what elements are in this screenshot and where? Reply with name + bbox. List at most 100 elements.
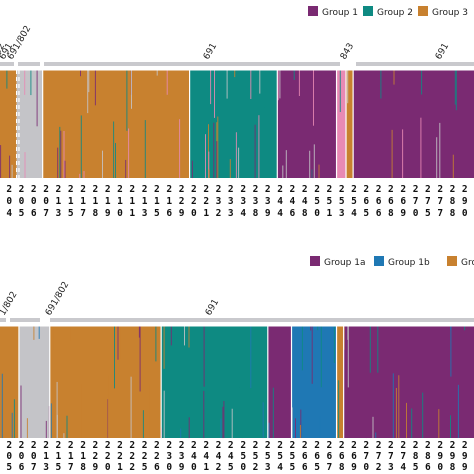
block-0 (0, 326, 19, 438)
block-4 (267, 326, 292, 438)
sample-streak (198, 426, 200, 439)
sample-streak (392, 373, 394, 438)
sample-streak (338, 380, 340, 438)
tick-label: 5 (425, 208, 431, 219)
sample-streak (254, 124, 256, 178)
sample-streak (372, 416, 374, 439)
tick-label: 0 (462, 208, 468, 219)
sample-streak (198, 141, 200, 179)
tick-label: 5 (327, 196, 333, 207)
tick-label: 2 (240, 440, 246, 451)
tick-label: 2 (129, 462, 135, 473)
tick-label: 3 (43, 462, 49, 473)
sample-streak (180, 428, 182, 439)
sample-streak (208, 124, 209, 178)
sample-streak (301, 326, 303, 371)
sample-streak (422, 392, 424, 439)
block-8 (353, 70, 474, 178)
legend-swatch-1 (374, 256, 384, 266)
tick-label: 1 (154, 196, 160, 207)
sample-streak (398, 375, 400, 439)
sample-streak (420, 117, 422, 178)
tick-label: 1 (56, 451, 62, 462)
tick-label: 2 (450, 440, 456, 451)
sample-streak (219, 164, 221, 178)
sample-streak (254, 70, 256, 91)
tick-label: 3 (388, 462, 394, 473)
legend-swatch-0 (310, 256, 320, 266)
tick-label: 1 (80, 451, 86, 462)
legend-label-1: Group 2 (377, 8, 413, 18)
tick-label: 1 (129, 208, 135, 219)
tick-label: 4 (351, 208, 357, 219)
tick-label: 5 (253, 451, 259, 462)
sample-streak (205, 134, 206, 178)
sample-streak (408, 326, 410, 366)
sample-streak (142, 410, 144, 439)
tick-label: 2 (339, 440, 345, 451)
sample-streak (66, 415, 68, 439)
tick-label: 6 (376, 196, 382, 207)
tick-label: 2 (6, 440, 12, 451)
sample-streak (393, 70, 395, 85)
sample-streak (310, 326, 312, 331)
tick-label: 4 (216, 451, 222, 462)
tick-label: 2 (388, 184, 394, 195)
tick-label: 3 (265, 196, 271, 207)
sample-streak (30, 70, 32, 96)
sample-streak (170, 326, 172, 346)
sample-streak (59, 126, 61, 178)
sample-streak (460, 428, 462, 438)
tick-label: 2 (413, 184, 419, 195)
sample-streak (226, 70, 228, 99)
tick-label: 2 (425, 184, 431, 195)
tick-label: 2 (265, 184, 271, 195)
sample-streak (80, 384, 82, 438)
tick-label: 8 (253, 208, 259, 219)
tick-label: 3 (228, 208, 234, 219)
sample-streak (70, 326, 72, 341)
tick-label: 2 (290, 440, 296, 451)
sample-streak (203, 326, 205, 387)
tick-label: 0 (363, 462, 369, 473)
tick-label: 2 (400, 440, 406, 451)
sample-streak (421, 70, 423, 95)
tick-label: 5 (265, 451, 271, 462)
sample-streak (20, 385, 22, 438)
tick-label: 5 (339, 196, 345, 207)
tick-label: 8 (302, 208, 308, 219)
tick-label: 6 (339, 451, 345, 462)
tick-label: 7 (363, 451, 369, 462)
tick-label: 7 (388, 451, 394, 462)
sample-streak (282, 165, 284, 178)
clade-label-2: 691 (204, 298, 221, 318)
tick-label: 2 (154, 451, 160, 462)
legend-swatch-2 (447, 256, 457, 266)
tick-label: 5 (6, 462, 12, 473)
tick-label: 5 (314, 462, 320, 473)
clade-bar-1 (10, 318, 40, 322)
sample-streak (22, 149, 24, 179)
tick-label: 2 (203, 440, 209, 451)
tick-label: 7 (425, 196, 431, 207)
clade-bar-0 (0, 318, 6, 322)
sample-streak (411, 408, 413, 438)
tick-label: 8 (93, 208, 99, 219)
clade-label-0: 1/802 (0, 290, 20, 317)
tick-label: 2 (129, 184, 135, 195)
tick-label: 2 (339, 184, 345, 195)
block-3 (161, 326, 268, 438)
tick-label: 2 (117, 451, 123, 462)
sample-streak (298, 70, 300, 96)
tick-label: 9 (179, 462, 185, 473)
tick-label: 2 (166, 184, 172, 195)
sample-streak (64, 160, 66, 179)
sample-streak (458, 326, 460, 385)
tick-label: 1 (166, 196, 172, 207)
tick-label: 3 (142, 208, 148, 219)
sample-streak (241, 408, 243, 439)
sample-streak (138, 326, 140, 338)
sample-streak (179, 119, 181, 179)
